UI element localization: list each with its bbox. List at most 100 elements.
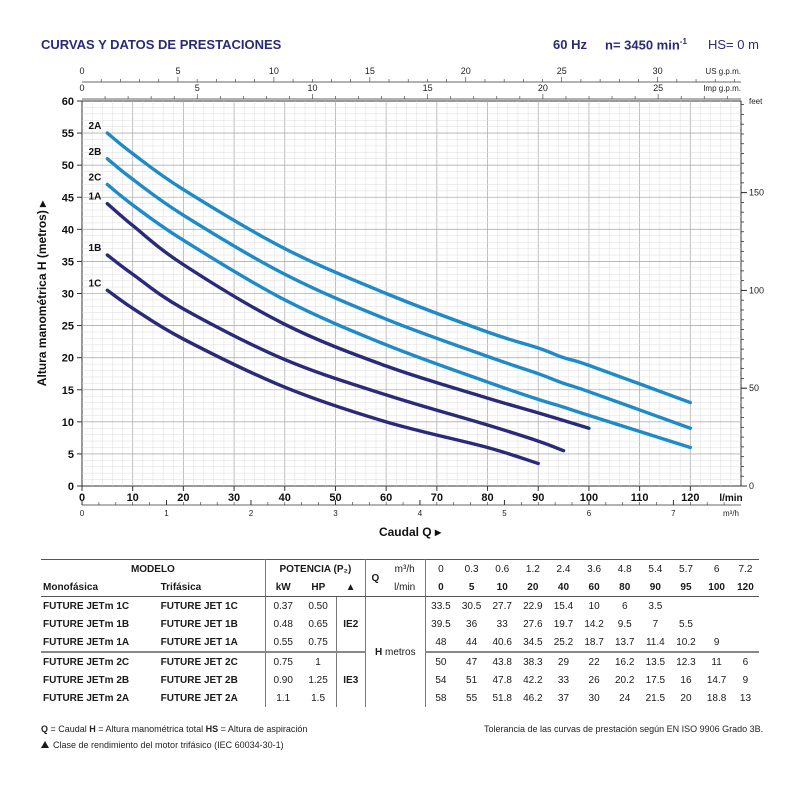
- m3h-unit-label: m³/h: [723, 509, 739, 518]
- head-value: 6: [621, 600, 628, 612]
- trifasica-model: FUTURE JET 2A: [158, 689, 266, 707]
- legend-hs-text: = Altura de aspiración: [218, 724, 308, 734]
- table-row: FUTURE JETm 2C FUTURE JET 2C 0.75 1 IE3 50 47 4…: [41, 651, 759, 707]
- trifasica-model: FUTURE JET 1A: [158, 633, 266, 652]
- triangle-icon: [41, 741, 49, 748]
- head-value: 42.2: [523, 674, 543, 686]
- power-kw: 0.75: [265, 651, 301, 671]
- head-value: [701, 615, 732, 633]
- trifasica-model: FUTURE JET 1C: [158, 596, 266, 615]
- head-value: 36: [466, 618, 478, 630]
- legend-definitions: Q = Caudal H = Altura manométrica total …: [41, 724, 307, 734]
- monofasica-model: FUTURE JETm 1A: [43, 636, 130, 648]
- m3h-tick-label: 7: [671, 509, 676, 518]
- m3h-tick-label: 4: [418, 509, 423, 518]
- feet-tick-label: 0: [749, 481, 754, 491]
- q-lmin-value: 10: [486, 578, 518, 597]
- trifasica-model: FUTURE JET 2C: [158, 651, 266, 671]
- head-value: 48: [435, 636, 447, 648]
- tolerance-note: Tolerancia de las curvas de prestación s…: [484, 724, 764, 734]
- q-lmin-value: 80: [609, 578, 641, 597]
- head-value: 27.7: [492, 600, 512, 612]
- series-label-1b: 1B: [89, 243, 102, 254]
- head-value: 30.5: [461, 600, 482, 612]
- table-row: FUTURE JETm 2B FUTURE JET 2B 0.90 1.25 54 51 4…: [41, 671, 759, 689]
- imp-gpm-unit-label: Imp g.p.m.: [703, 84, 741, 93]
- head-value: 11: [701, 651, 732, 671]
- q-lmin-value: 120: [731, 578, 759, 597]
- q-unit-lmin: l/min: [384, 578, 426, 597]
- head-value: 13: [739, 692, 752, 704]
- y-tick-label: 55: [62, 128, 74, 140]
- series-line-1c: [105, 288, 540, 466]
- y-tick-label: 35: [62, 256, 74, 268]
- feet-tick-label: 150: [749, 188, 764, 198]
- m3h-tick-label: 2: [249, 509, 254, 518]
- series-line-2b: [105, 157, 693, 430]
- head-value: 50: [425, 651, 457, 671]
- y-tick-label: 60: [62, 96, 74, 108]
- x-tick-label: 50: [329, 492, 341, 504]
- power-kw: 0.48: [273, 618, 293, 630]
- head-value: 29: [548, 651, 579, 671]
- head-value: 3.5: [648, 600, 663, 612]
- x-tick-label: 20: [177, 492, 189, 504]
- legend-hs-key: HS: [205, 724, 219, 734]
- q-lmin-value: 5: [456, 578, 487, 597]
- head-value: 7: [652, 618, 659, 630]
- x-tick-label: 110: [631, 492, 649, 504]
- us-gpm-tick-label: 25: [557, 66, 567, 76]
- x-tick-label: 70: [431, 492, 443, 504]
- q-lmin-value: 20: [517, 578, 549, 597]
- head-value: 38.3: [517, 651, 549, 671]
- q-lmin-value: 40: [548, 578, 579, 597]
- head-value: [732, 597, 759, 616]
- potencia-header: POTENCIA (P₂): [265, 559, 367, 578]
- trifasica-model: FUTURE JET 1B: [158, 615, 266, 633]
- x-tick-label: 100: [580, 492, 598, 504]
- table-row: FUTURE JETm 1B FUTURE JET 1B 0.48 0.65 39.5 3…: [41, 615, 759, 633]
- head-value: 21.5: [645, 692, 666, 704]
- y-tick-label: 25: [62, 321, 74, 333]
- q-lmin-value: 100: [701, 578, 732, 597]
- series-label-2a: 2A: [89, 121, 102, 132]
- monofasica-model: FUTURE JETm 2A: [43, 692, 130, 704]
- q-lmin-value: 60: [578, 578, 610, 597]
- head-value: 39.5: [431, 618, 451, 630]
- head-value: 6: [731, 651, 759, 671]
- h-metros-label: H metros: [365, 596, 426, 707]
- head-value: 51: [466, 674, 478, 686]
- head-value: 9: [713, 636, 720, 648]
- head-value: 17.5: [645, 674, 666, 686]
- x-unit-label: l/min: [719, 493, 742, 504]
- head-value: 5.5: [679, 618, 693, 630]
- y-tick-label: 10: [62, 417, 74, 429]
- speed-label: n= 3450 min-1: [605, 37, 687, 52]
- feet-tick-label: 100: [749, 285, 764, 295]
- power-kw: 0.90: [273, 674, 293, 686]
- us-gpm-unit-label: US g.p.m.: [705, 67, 741, 76]
- imp-gpm-tick-label: 5: [195, 83, 200, 93]
- series-label-2b: 2B: [89, 147, 102, 158]
- head-value: 16.2: [609, 651, 641, 671]
- series-line-2c: [105, 182, 693, 450]
- speed-text: n= 3450 min: [605, 37, 680, 53]
- y-tick-label: 5: [68, 449, 74, 461]
- q-m3h-value: 0.6: [486, 559, 518, 578]
- head-value: 9: [742, 674, 749, 686]
- q-m3h-value: 2.4: [548, 559, 579, 578]
- q-lmin-value: 90: [640, 578, 671, 597]
- head-value: 33: [496, 618, 508, 630]
- head-value: 22: [578, 651, 610, 671]
- us-gpm-tick-label: 20: [461, 66, 471, 76]
- x-tick-label: 0: [79, 492, 85, 504]
- head-value: 26: [588, 674, 600, 686]
- power-kw: 0.55: [273, 636, 293, 648]
- head-value: [701, 597, 732, 616]
- q-lmin-value: 0: [425, 578, 457, 597]
- m3h-tick-label: 6: [587, 509, 592, 518]
- x-tick-label: 60: [380, 492, 392, 504]
- head-value: 46.2: [523, 692, 543, 704]
- q-header: Q: [365, 559, 385, 597]
